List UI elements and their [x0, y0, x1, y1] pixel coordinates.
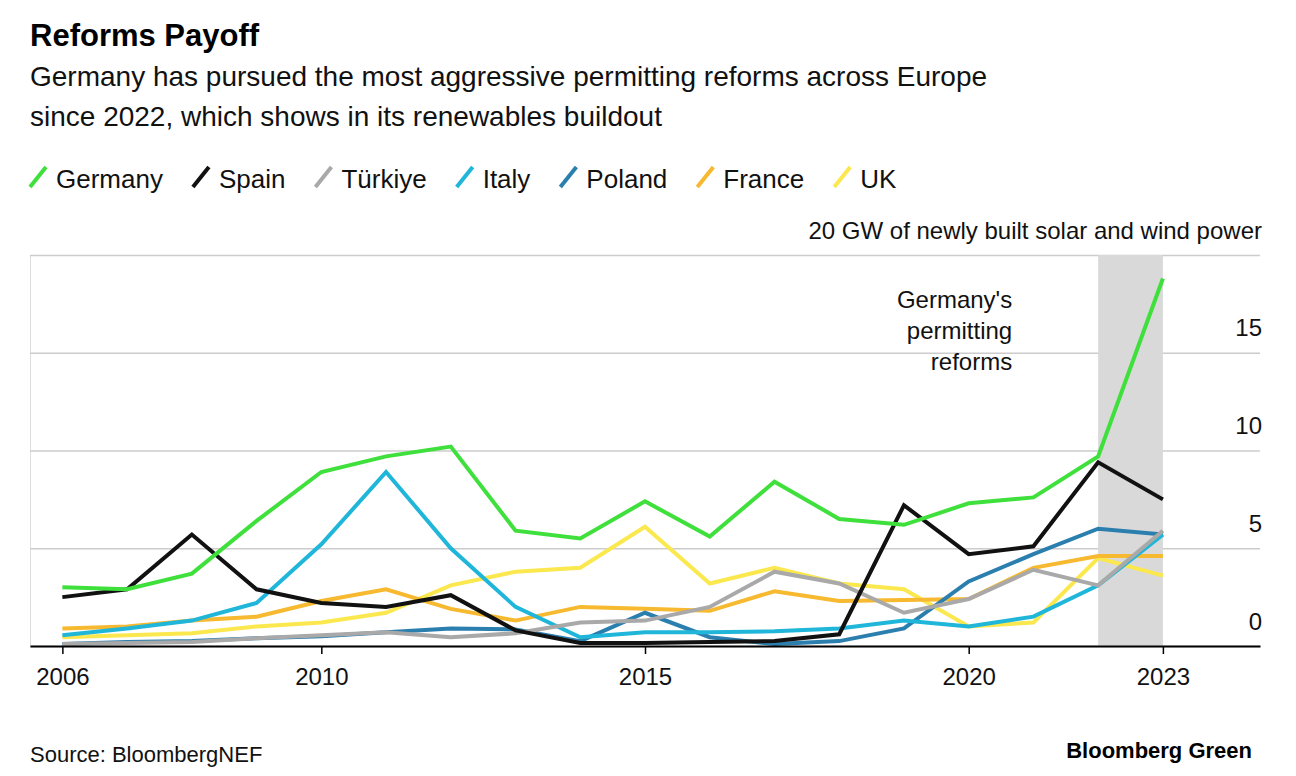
- y-axis: 0 5 10 15 20 GW of newly built solar and win…: [30, 217, 1262, 647]
- legend-swatch: [560, 167, 576, 187]
- highlight-band: [1098, 255, 1163, 646]
- title: Reforms Payoff: [30, 18, 260, 53]
- annotation: reforms: [931, 348, 1012, 375]
- x-tick: 2023: [1137, 646, 1190, 690]
- x-tick-mark: [62, 646, 64, 654]
- legend-label: Italy: [483, 164, 531, 194]
- y-tick-label: 10: [1235, 412, 1262, 439]
- legend-label: Spain: [219, 164, 286, 194]
- x-tick-label: 2006: [36, 663, 89, 690]
- series-line: [62, 462, 1163, 643]
- legend-swatch: [697, 167, 713, 187]
- y-tick-label: 0: [1249, 608, 1262, 635]
- y-tick: 10: [30, 412, 1262, 451]
- legend-item: Germany: [30, 164, 163, 194]
- plot-area: [62, 255, 1163, 646]
- x-tick: 2010: [295, 646, 348, 690]
- y-tick-label: 20 GW of newly built solar and wind powe…: [808, 217, 1262, 244]
- legend-swatch: [30, 167, 46, 187]
- chart: Reforms Payoff Germany has pursued the mo…: [0, 0, 1296, 776]
- x-tick-mark: [968, 646, 970, 654]
- legend-label: Türkiye: [341, 164, 426, 194]
- grid-line: [30, 548, 1260, 550]
- x-tick-mark: [321, 646, 323, 654]
- legend-item: UK: [834, 164, 897, 194]
- x-tick-mark: [1163, 646, 1165, 654]
- x-tick: 2020: [942, 646, 995, 690]
- legend-label: UK: [860, 164, 897, 194]
- x-tick: 2006: [36, 646, 89, 690]
- series-line: [62, 472, 1163, 637]
- grid-line: [30, 255, 1260, 257]
- legend-item: Spain: [193, 164, 286, 194]
- grid-line: [30, 353, 1260, 355]
- x-tick-label: 2010: [295, 663, 348, 690]
- y-tick-label: 5: [1249, 510, 1262, 537]
- x-tick-label: 2020: [942, 663, 995, 690]
- legend-swatch: [834, 167, 850, 187]
- annotation: permitting: [907, 317, 1012, 344]
- series-line: [62, 278, 1163, 589]
- x-tick-label: 2015: [619, 663, 672, 690]
- annotation: Germany's: [897, 286, 1012, 313]
- y-tick: 15: [30, 314, 1262, 353]
- legend-item: France: [697, 164, 804, 194]
- x-axis: 2006 2010 2015 2020 2023: [31, 646, 1261, 690]
- legend-item: Türkiye: [315, 164, 426, 194]
- legend-label: France: [723, 164, 804, 194]
- legend-item: Poland: [560, 164, 667, 194]
- legend-swatch: [315, 167, 331, 187]
- x-tick: 2015: [619, 646, 672, 690]
- legend-label: Poland: [586, 164, 667, 194]
- y-tick-label: 15: [1235, 314, 1262, 341]
- subtitle: since 2022, which shows in its renewable…: [30, 101, 662, 132]
- series-line: [62, 531, 1163, 644]
- source: Source: BloombergNEF: [30, 742, 262, 767]
- grid-line: [30, 450, 1260, 452]
- y-tick: 20 GW of newly built solar and wind powe…: [30, 217, 1262, 256]
- credit: Bloomberg Green: [1066, 738, 1252, 763]
- subtitle: Germany has pursued the most aggressive …: [30, 61, 987, 92]
- legend-item: Italy: [457, 164, 531, 194]
- legend-label: Germany: [56, 164, 163, 194]
- legend-swatch: [457, 167, 473, 187]
- x-tick-label: 2023: [1137, 663, 1190, 690]
- x-tick-mark: [645, 646, 647, 654]
- legend-swatch: [193, 167, 209, 187]
